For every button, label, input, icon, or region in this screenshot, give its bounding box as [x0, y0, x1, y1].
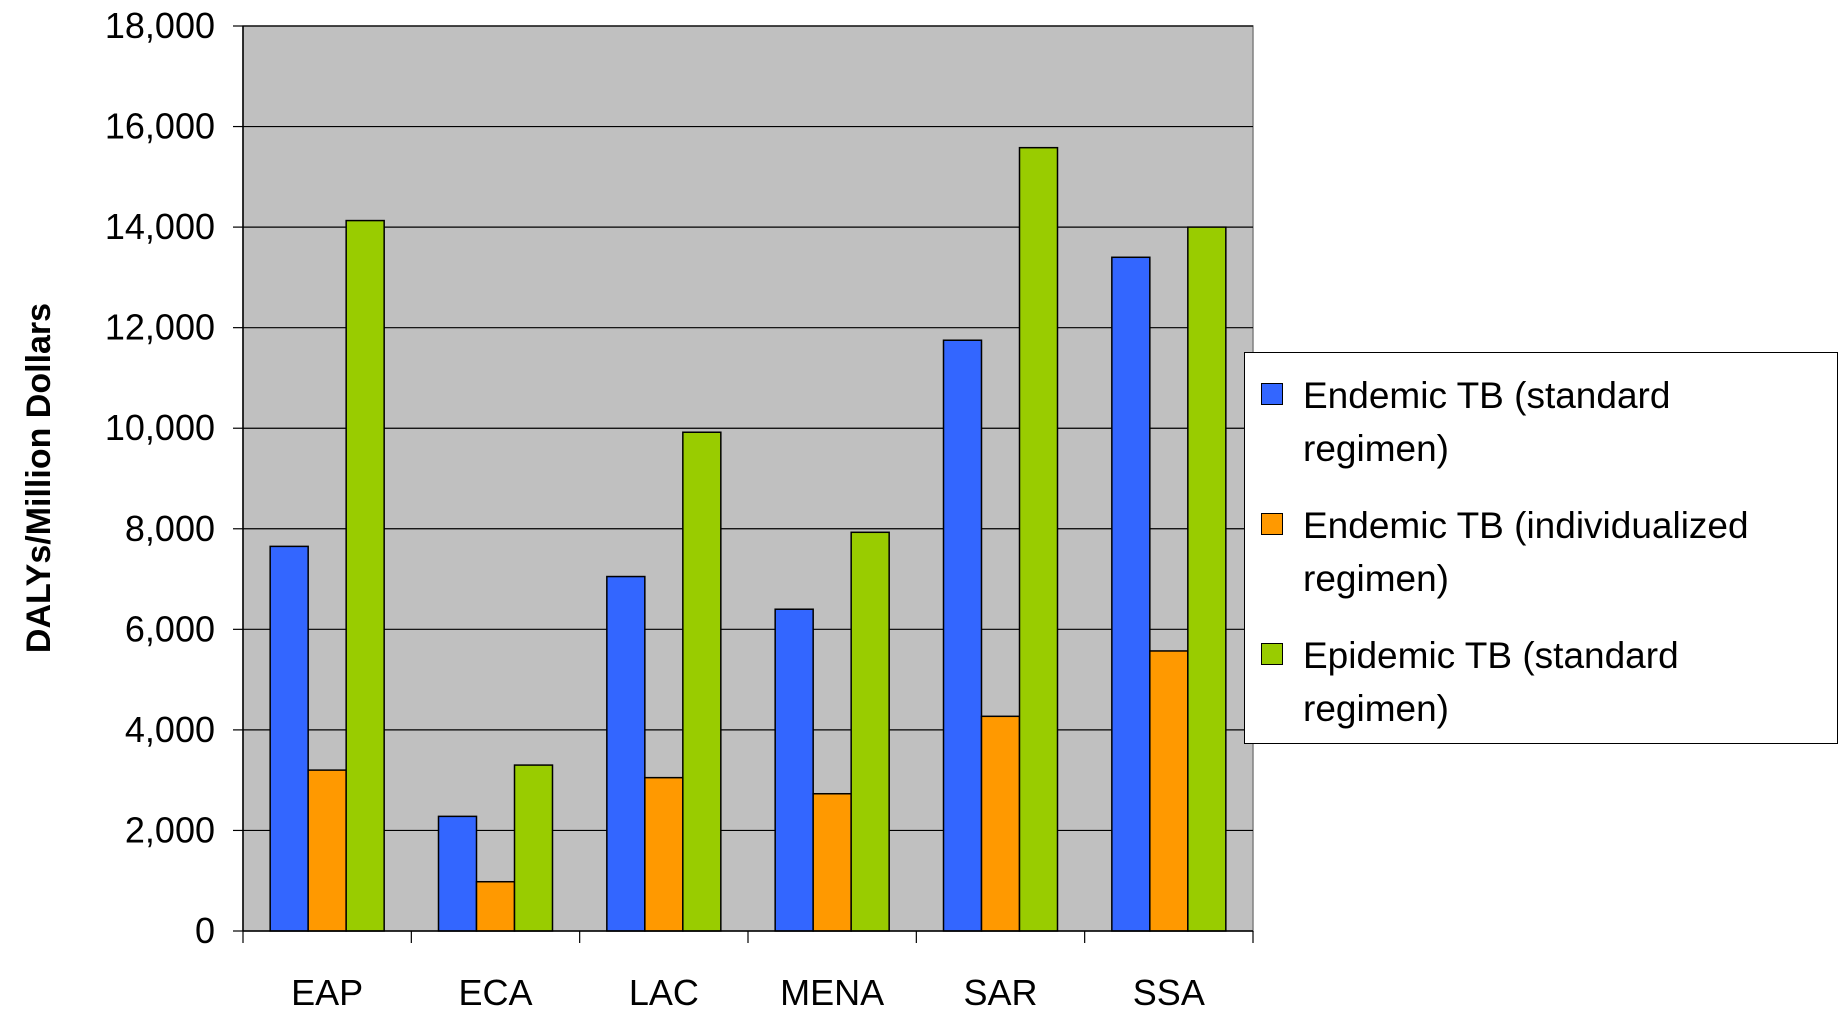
y-tick-label: 10,000 [105, 407, 215, 448]
x-tick-labels: EAP ECA LAC MENA SAR SSA [291, 972, 1205, 1013]
y-axis-title: DALYs/Million Dollars [20, 303, 58, 653]
y-tick-label: 12,000 [105, 307, 215, 348]
legend-label: Endemic TB (standard regimen) [1303, 375, 1671, 469]
legend-swatch-blue [1261, 383, 1283, 405]
legend-swatch-orange [1261, 513, 1283, 535]
y-tick-label: 6,000 [125, 608, 215, 649]
legend-label: Endemic TB (individualized regimen) [1303, 505, 1749, 599]
legend-label: Epidemic TB (standard regimen) [1303, 635, 1679, 729]
axes [233, 25, 1254, 943]
bar-ssa-series-3 [1187, 226, 1227, 932]
y-tick-label: 4,000 [125, 709, 215, 750]
y-tick-label: 14,000 [105, 206, 215, 247]
y-tick-label: 16,000 [105, 106, 215, 147]
y-tick-label: 2,000 [125, 809, 215, 850]
bar-ssa-series-1 [1111, 256, 1151, 932]
bar-sar-series-3 [1018, 146, 1059, 932]
plot-area [242, 25, 1254, 932]
bar-mena-series-1 [774, 608, 814, 932]
bars [269, 146, 1227, 932]
x-tick-label: SAR [963, 972, 1037, 1013]
bar-sar-series-2 [980, 715, 1021, 932]
x-tick-label: EAP [291, 972, 363, 1013]
bar-mena-series-2 [812, 792, 852, 932]
legend: Endemic TB (standard regimen) Endemic TB… [1244, 352, 1838, 744]
legend-swatch-green [1261, 643, 1283, 665]
y-tick-label: 18,000 [105, 5, 215, 46]
y-tick-label: 8,000 [125, 508, 215, 549]
bar-ssa-series-2 [1149, 650, 1189, 932]
bar-eca-series-3 [513, 764, 554, 932]
gridlines [243, 25, 1253, 832]
y-tick-labels: 0 2,000 4,000 6,000 8,000 10,000 12,000 14,000 1… [105, 5, 215, 951]
bar-eap-series-3 [345, 219, 385, 932]
x-tick-label: SSA [1133, 972, 1205, 1013]
x-tick-label: ECA [458, 972, 532, 1013]
bar-sar-series-1 [942, 339, 983, 932]
bar-eca-series-1 [437, 815, 478, 932]
bar-mena-series-3 [850, 531, 890, 932]
bar-eap-series-1 [269, 545, 309, 932]
bar-eap-series-2 [307, 769, 347, 932]
bar-lac-series-3 [682, 431, 722, 932]
bar-eca-series-2 [475, 880, 516, 932]
bar-lac-series-2 [644, 776, 684, 932]
bar-lac-series-1 [606, 575, 646, 932]
y-tick-label: 0 [195, 910, 215, 951]
x-tick-label: MENA [780, 972, 884, 1013]
x-tick-label: LAC [629, 972, 699, 1013]
